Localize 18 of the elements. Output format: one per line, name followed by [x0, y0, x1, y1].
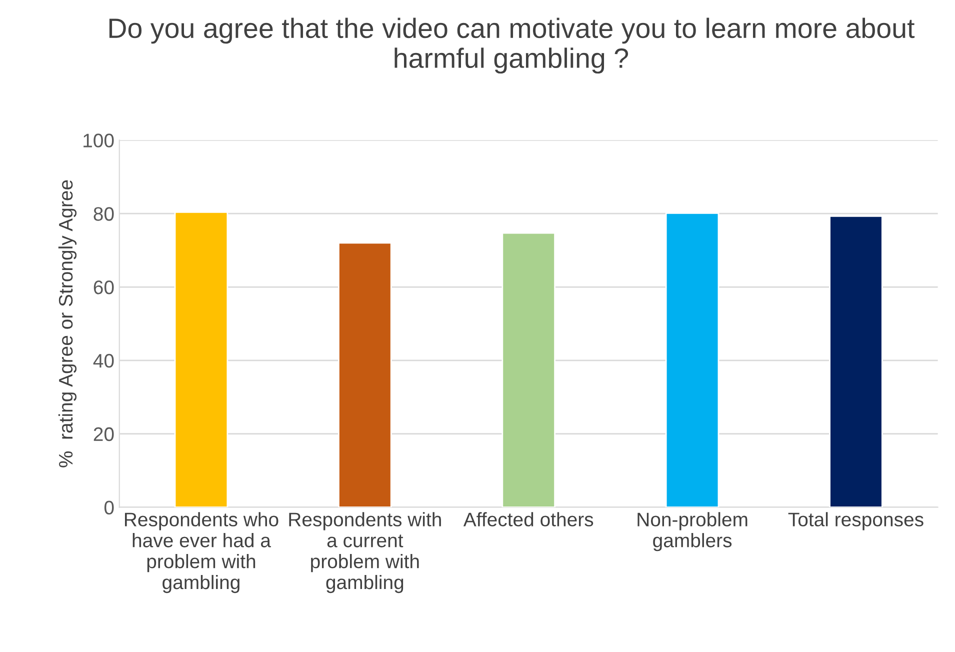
- x-tick-label: Respondents who have ever had a problem with gambling: [124, 512, 278, 594]
- y-tick-label: 60: [94, 280, 114, 294]
- bar: [829, 215, 883, 508]
- bar: [338, 242, 392, 508]
- x-tick-label: Affected others: [463, 512, 594, 526]
- bar: [174, 211, 228, 508]
- y-tick-label: 80: [94, 207, 114, 221]
- bar: [502, 232, 556, 508]
- x-tick-label: Total responses: [788, 512, 924, 530]
- chart-title: Do you agree that the video can motivate you to learn more about harmful gambling ?: [109, 18, 915, 74]
- y-axis-title: % rating Agree or Strongly Agree: [58, 180, 77, 468]
- y-tick-label: 100: [84, 134, 114, 148]
- bar: [665, 212, 720, 508]
- y-tick-label: 0: [104, 500, 114, 514]
- x-tick-label: Respondents with a current problem with gambling: [289, 512, 441, 594]
- y-tick-label: 20: [94, 427, 114, 442]
- y-tick-label: 40: [93, 354, 114, 368]
- x-tick-label: Non-problem gamblers: [638, 512, 748, 552]
